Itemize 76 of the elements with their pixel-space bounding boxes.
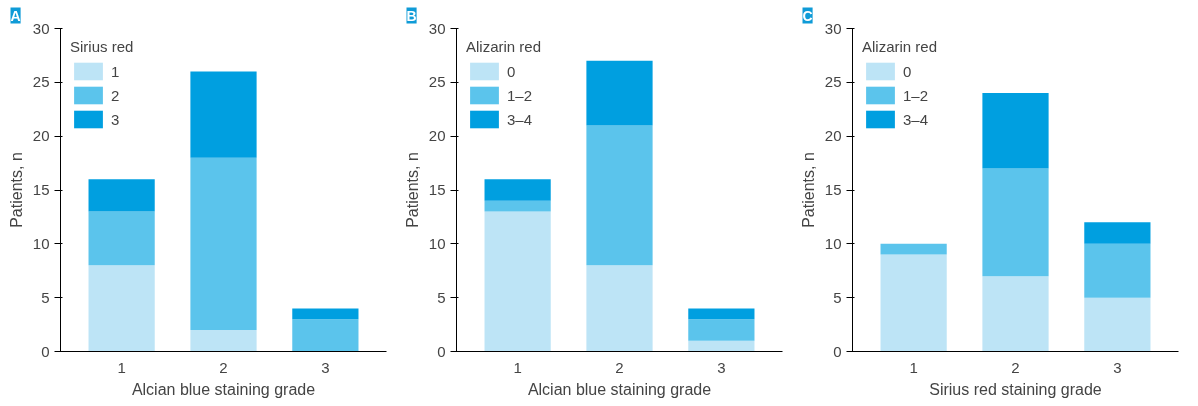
x-axis-title: Alcian blue staining grade [131,380,316,398]
y-tick-label: 25 [824,73,842,91]
chart-title: A [10,7,21,24]
bar [982,168,1049,277]
legend-title: Alizarin red [466,38,542,55]
legend-title: Sirius red [70,38,134,55]
y-tick-label: 25 [32,73,50,91]
legend-label: 3 [111,110,121,128]
y-tick-label: 20 [824,127,842,145]
x-tick-label: 1 [117,358,126,376]
bar [688,319,755,341]
x-axis-title: Alcian blue staining grade [527,380,712,398]
y-tick-label: 30 [32,19,50,37]
bar [586,60,653,126]
bar [88,265,155,352]
y-tick-label: 30 [428,19,446,37]
bar [292,308,359,320]
x-tick-label: 2 [219,358,228,376]
bar [484,179,551,201]
y-tick-label: 15 [824,181,842,198]
bar [484,211,551,352]
bar [88,179,155,212]
bar [1084,222,1151,244]
y-tick-label: 5 [437,288,446,306]
y-tick-label: 20 [428,127,446,145]
y-tick-label: 30 [824,19,842,37]
legend-label: 1–2 [507,86,533,104]
y-tick-label: 5 [41,288,50,306]
x-tick-label: 3 [1113,358,1122,376]
y-tick-label: 25 [428,73,446,91]
y-tick-label: 10 [824,234,842,252]
y-tick-label: 0 [437,342,446,360]
bar [982,93,1049,169]
y-tick-label: 0 [833,342,842,360]
x-tick-label: 1 [513,358,522,376]
chart-title: B [406,7,417,24]
bar [1084,243,1151,298]
bar [586,265,653,352]
y-tick-label: 15 [428,181,446,198]
y-axis-title: Patients, n [7,152,25,228]
bar [688,340,755,352]
legend-label: 1 [111,62,121,80]
x-tick-label: 2 [615,358,624,376]
legend-title: Alizarin red [862,38,938,55]
x-tick-label: 3 [717,358,726,376]
bar [484,200,551,212]
bar [190,157,257,330]
bar [688,308,755,320]
chart-title: C [802,7,813,24]
x-tick-label: 3 [321,358,330,376]
bar [982,276,1049,352]
bar [1084,297,1151,352]
bar [880,254,947,352]
bar [586,125,653,266]
y-tick-label: 10 [32,234,50,252]
y-tick-label: 20 [32,127,50,145]
x-tick-label: 1 [909,358,918,376]
legend-label: 0 [507,62,517,80]
y-tick-label: 10 [428,234,446,252]
x-tick-label: 2 [1011,358,1020,376]
y-tick-label: 15 [32,181,50,198]
legend-label: 0 [903,62,913,80]
bar [190,71,257,158]
legend-label: 1–2 [903,86,929,104]
y-axis-title: Patients, n [403,152,421,228]
bar [292,319,359,352]
bar [88,211,155,266]
y-tick-label: 5 [833,288,842,306]
y-axis-title: Patients, n [799,152,817,228]
legend-label: 3–4 [903,110,929,128]
bar [880,243,947,255]
x-axis-title: Sirius red staining grade [929,380,1102,398]
bar [190,329,257,352]
legend-label: 2 [111,86,121,104]
y-tick-label: 0 [41,342,50,360]
legend-label: 3–4 [507,110,533,128]
